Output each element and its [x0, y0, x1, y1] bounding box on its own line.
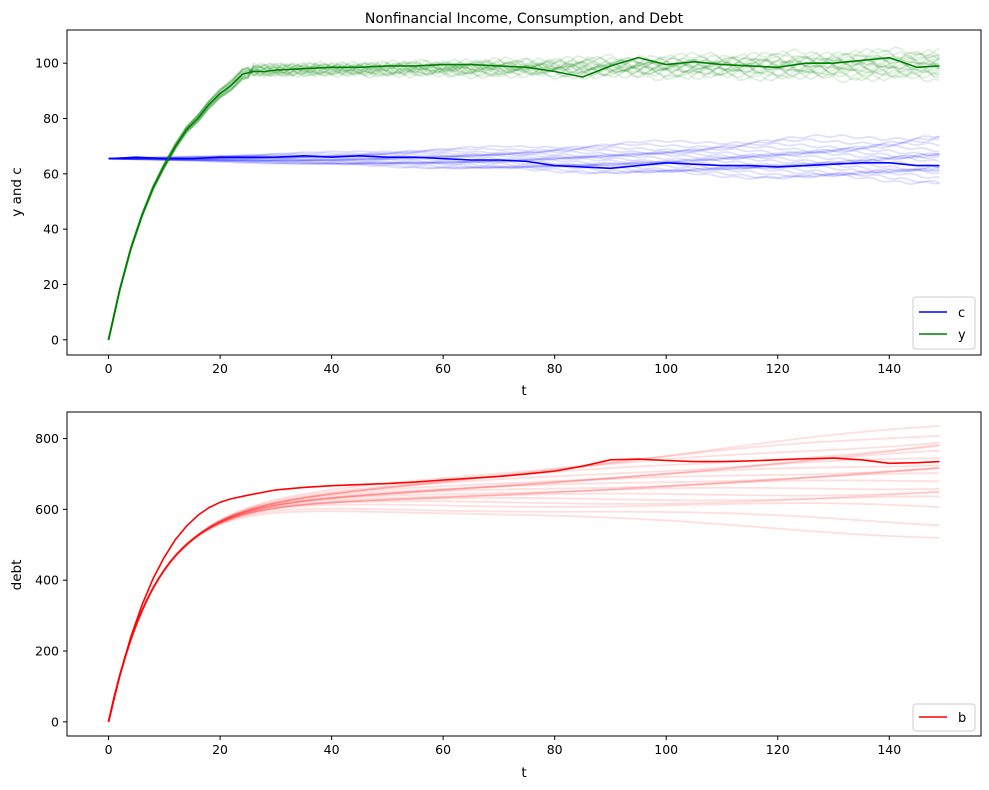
- b-sample-path: [107, 467, 940, 723]
- c-sample-path: [108, 156, 940, 166]
- x-tick-label: 80: [547, 742, 563, 757]
- bottom-x-axis-label: t: [521, 765, 526, 781]
- c-sample-path: [108, 157, 940, 173]
- y-tick-label: 0: [51, 332, 59, 347]
- c-sample-path: [108, 157, 940, 177]
- bottom-axes-frame: [66, 411, 982, 737]
- top-series-lines: [107, 56, 940, 340]
- b-sample-path: [107, 464, 940, 723]
- y-tick-label: 20: [43, 277, 59, 292]
- b-sample-path: [107, 425, 940, 723]
- b-sample-path: [107, 490, 940, 723]
- c-sample-path: [108, 157, 940, 179]
- bottom-y-ticks: 0 200 400 600 800: [35, 431, 67, 729]
- b-sample-path: [107, 441, 940, 723]
- y-tick-label: 0: [51, 714, 59, 729]
- legend-label-c: c: [958, 306, 965, 321]
- y-sample-path: [107, 56, 941, 340]
- x-tick-label: 80: [547, 361, 563, 376]
- y-sample-path: [107, 59, 940, 340]
- x-tick-label: 120: [766, 742, 790, 757]
- chart-title: Nonfinancial Income, Consumption, and De…: [365, 11, 684, 27]
- y-sample-path: [107, 62, 940, 340]
- y-tick-label: 60: [43, 166, 59, 181]
- x-tick-label: 100: [654, 742, 678, 757]
- y-tick-label: 80: [43, 111, 59, 126]
- bottom-legend: b: [912, 703, 976, 732]
- top-y-axis-label: y and c: [9, 167, 25, 216]
- x-tick-label: 40: [324, 361, 340, 376]
- top-legend: c y: [912, 296, 976, 350]
- y-sample-path: [107, 55, 940, 340]
- x-tick-label: 20: [212, 742, 228, 757]
- series-line-b: [107, 457, 940, 723]
- y-tick-label: 800: [35, 431, 59, 446]
- y-tick-label: 400: [35, 573, 59, 588]
- b-sample-path: [107, 495, 940, 723]
- legend-label-b: b: [958, 711, 966, 726]
- x-tick-label: 120: [766, 361, 790, 376]
- x-tick-label: 100: [654, 361, 678, 376]
- c-sample-path: [108, 157, 940, 174]
- c-sample-path: [108, 135, 940, 160]
- b-sample-path: [107, 457, 940, 723]
- b-sample-path: [107, 444, 940, 723]
- y-sample-path: [107, 48, 940, 340]
- y-sample-path: [107, 61, 941, 340]
- bottom-sample-paths: [107, 425, 940, 723]
- x-tick-label: 140: [877, 742, 901, 757]
- c-sample-path: [108, 141, 940, 160]
- x-tick-label: 60: [435, 361, 451, 376]
- b-sample-path: [107, 491, 940, 723]
- b-sample-path: [107, 502, 940, 723]
- top-legend-box: [912, 296, 976, 350]
- top-x-ticks: 0 20 40 60 80 100 120 140: [105, 355, 901, 376]
- b-sample-path: [107, 434, 940, 723]
- y-tick-label: 40: [43, 222, 59, 237]
- c-sample-path: [108, 157, 940, 186]
- y-tick-label: 200: [35, 644, 59, 659]
- x-tick-label: 0: [105, 361, 113, 376]
- c-sample-path: [108, 150, 940, 160]
- b-sample-path: [107, 507, 940, 723]
- c-sample-path: [108, 149, 940, 160]
- bottom-y-axis-label: debt: [9, 560, 25, 591]
- top-y-ticks: 0 20 40 60 80 100: [35, 56, 67, 347]
- y-sample-path: [107, 62, 940, 340]
- bottom-x-ticks: 0 20 40 60 80 100 120 140: [105, 736, 901, 757]
- y-sample-path: [107, 51, 940, 340]
- income-consumption-panel: Nonfinancial Income, Consumption, and De…: [9, 11, 982, 399]
- series-line-c: [108, 155, 940, 170]
- b-sample-path: [107, 479, 940, 723]
- c-sample-path: [108, 133, 940, 160]
- top-axes-frame: [66, 29, 982, 356]
- x-tick-label: 140: [877, 361, 901, 376]
- y-sample-path: [107, 63, 940, 340]
- b-sample-path: [107, 486, 940, 723]
- c-sample-path: [108, 157, 940, 176]
- b-sample-path: [107, 466, 940, 723]
- b-sample-path: [107, 510, 940, 723]
- bottom-series-lines: [107, 457, 940, 723]
- c-sample-path: [108, 157, 940, 184]
- series-line-y: [107, 56, 940, 340]
- legend-label-y: y: [958, 328, 966, 343]
- b-sample-path: [107, 467, 940, 723]
- y-tick-label: 100: [35, 56, 59, 71]
- x-tick-label: 40: [324, 742, 340, 757]
- x-tick-label: 20: [212, 361, 228, 376]
- y-tick-label: 600: [35, 502, 59, 517]
- b-sample-path: [107, 472, 940, 723]
- b-sample-path: [107, 449, 940, 723]
- x-tick-label: 60: [435, 742, 451, 757]
- c-sample-path: [108, 138, 940, 160]
- top-x-axis-label: t: [521, 383, 526, 399]
- x-tick-label: 0: [105, 742, 113, 757]
